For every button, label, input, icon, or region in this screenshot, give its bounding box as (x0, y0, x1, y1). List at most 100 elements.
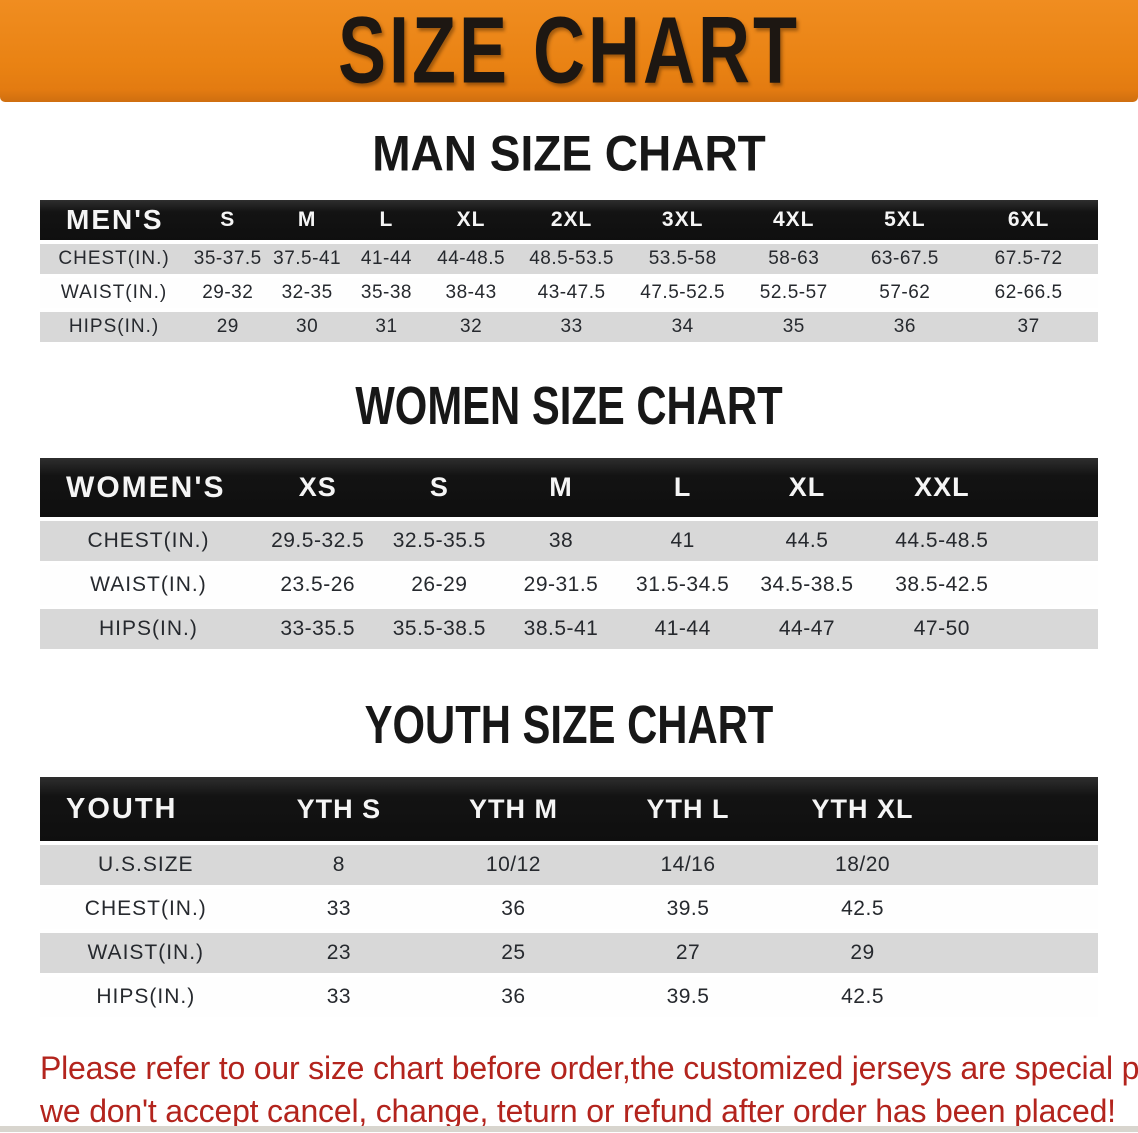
measurement-value: 44.5 (743, 521, 871, 561)
section-heading-women: WOMEN SIZE CHART (355, 376, 783, 437)
measurement-value: 30 (267, 312, 347, 342)
filler-cell (949, 933, 1098, 973)
bottom-edge-strip (0, 1126, 1138, 1132)
measurement-value: 33-35.5 (256, 609, 379, 649)
men-size-table: MEN'S S M L XL 2XL 3XL 4XL 5XL 6XL CHEST(IN.) 35-37… (40, 196, 1098, 346)
table-header-row: MEN'S S M L XL 2XL 3XL 4XL 5XL 6XL (40, 200, 1098, 240)
size-column-header: S (378, 458, 501, 517)
filler-cell (1096, 244, 1098, 274)
measurement-value: 58-63 (738, 244, 850, 274)
measurement-value: 29 (775, 933, 950, 973)
measurement-row: CHEST(IN.) 33 36 39.5 42.5 (40, 889, 1098, 929)
measurement-value: 62-66.5 (960, 278, 1097, 308)
size-column-header: XS (256, 458, 379, 517)
measurement-value: 52.5-57 (738, 278, 850, 308)
measurement-value: 35.5-38.5 (378, 609, 501, 649)
measurement-value: 29-32 (188, 278, 268, 308)
size-column-header: 4XL (738, 200, 850, 240)
youth-size-table: YOUTH YTH S YTH M YTH L YTH XL U.S.SIZE 8 10/12… (40, 773, 1098, 1021)
measurement-row: WAIST(IN.) 23.5-26 26-29 29-31.5 31.5-34.5 34… (40, 565, 1098, 605)
filler-cell (1013, 565, 1098, 605)
row-label: HIPS(IN.) (40, 609, 257, 649)
size-column-header: L (346, 200, 427, 240)
filler-cell (949, 977, 1098, 1017)
measurement-value: 43-47.5 (516, 278, 628, 308)
youth-size-section: YOUTH SIZE CHART YOUTH YTH S YTH M YTH L YTH … (0, 696, 1138, 1021)
measurement-value: 42.5 (775, 977, 950, 1017)
measurement-value: 37.5-41 (267, 244, 347, 274)
filler-cell (1096, 200, 1098, 240)
filler-cell (1013, 521, 1098, 561)
row-label: CHEST(IN.) (40, 521, 257, 561)
measurement-value: 47-50 (870, 609, 1014, 649)
filler-cell (949, 889, 1098, 929)
measurement-row: HIPS(IN.) 33 36 39.5 42.5 (40, 977, 1098, 1017)
measurement-value: 36 (849, 312, 961, 342)
size-column-header: YTH XL (775, 777, 950, 841)
measurement-value: 39.5 (600, 977, 776, 1017)
measurement-value: 8 (251, 845, 427, 885)
row-label: HIPS(IN.) (40, 312, 189, 342)
size-column-header: 6XL (960, 200, 1097, 240)
women-size-section: WOMEN SIZE CHART WOMEN'S XS S M L XL XXL CHEST(I… (0, 377, 1138, 653)
measurement-value: 18/20 (775, 845, 950, 885)
banner-title: SIZE CHART (338, 0, 800, 104)
measurement-value: 32 (426, 312, 517, 342)
measurement-value: 35-38 (346, 278, 427, 308)
filler-cell (1096, 278, 1098, 308)
measurement-value: 31.5-34.5 (621, 565, 744, 605)
section-heading-youth: YOUTH SIZE CHART (364, 695, 774, 756)
measurement-value: 44-48.5 (426, 244, 517, 274)
measurement-value: 63-67.5 (849, 244, 961, 274)
row-label: CHEST(IN.) (40, 244, 189, 274)
measurement-value: 32.5-35.5 (378, 521, 501, 561)
measurement-row: CHEST(IN.) 29.5-32.5 32.5-35.5 38 41 44.5 44.5… (40, 521, 1098, 561)
table-title-cell: MEN'S (40, 200, 189, 240)
measurement-value: 25 (426, 933, 601, 973)
measurement-value: 47.5-52.5 (627, 278, 739, 308)
disclaimer-line-1: Please refer to our size chart before or… (40, 1050, 1138, 1086)
measurement-value: 31 (346, 312, 427, 342)
size-column-header: YTH M (426, 777, 601, 841)
filler-cell (949, 777, 1098, 841)
measurement-value: 38.5-41 (500, 609, 622, 649)
size-column-header: XL (426, 200, 517, 240)
row-label: WAIST(IN.) (40, 565, 257, 605)
section-heading-men: MAN SIZE CHART (372, 124, 766, 182)
measurement-value: 42.5 (775, 889, 950, 929)
measurement-value: 29 (188, 312, 268, 342)
measurement-value: 34.5-38.5 (743, 565, 871, 605)
measurement-value: 57-62 (849, 278, 961, 308)
row-label: CHEST(IN.) (40, 889, 252, 929)
measurement-value: 33 (251, 977, 427, 1017)
measurement-value: 29.5-32.5 (256, 521, 379, 561)
measurement-value: 44-47 (743, 609, 871, 649)
size-chart-sections: MAN SIZE CHART MEN'S S M L XL 2XL 3XL 4XL 5XL 6XL C… (0, 124, 1138, 1021)
size-column-header: 2XL (516, 200, 628, 240)
measurement-value: 23 (251, 933, 427, 973)
disclaimer-line-2: we don't accept cancel, change, teturn o… (40, 1092, 1116, 1129)
measurement-value: 41 (621, 521, 744, 561)
measurement-value: 29-31.5 (500, 565, 622, 605)
women-size-table: WOMEN'S XS S M L XL XXL CHEST(IN.) 29.5-32.5 32.5… (40, 454, 1098, 653)
size-column-header: YTH L (600, 777, 776, 841)
measurement-value: 33 (516, 312, 628, 342)
size-chart-banner: SIZE CHART (0, 0, 1138, 104)
measurement-value: 53.5-58 (627, 244, 739, 274)
measurement-row: CHEST(IN.) 35-37.5 37.5-41 41-44 44-48.5 48.5… (40, 244, 1098, 274)
size-column-header: L (621, 458, 744, 517)
measurement-value: 34 (627, 312, 739, 342)
measurement-value: 10/12 (426, 845, 601, 885)
measurement-row: HIPS(IN.) 33-35.5 35.5-38.5 38.5-41 41-44 44-… (40, 609, 1098, 649)
measurement-value: 23.5-26 (256, 565, 379, 605)
size-column-header: 5XL (849, 200, 961, 240)
measurement-value: 41-44 (346, 244, 427, 274)
measurement-row: WAIST(IN.) 29-32 32-35 35-38 38-43 43-47.5 47.… (40, 278, 1098, 308)
measurement-row: WAIST(IN.) 23 25 27 29 (40, 933, 1098, 973)
table-title-cell: YOUTH (40, 777, 252, 841)
men-size-section: MAN SIZE CHART MEN'S S M L XL 2XL 3XL 4XL 5XL 6XL C… (0, 124, 1138, 346)
measurement-value: 39.5 (600, 889, 776, 929)
row-label: WAIST(IN.) (40, 278, 189, 308)
size-column-header: S (188, 200, 268, 240)
